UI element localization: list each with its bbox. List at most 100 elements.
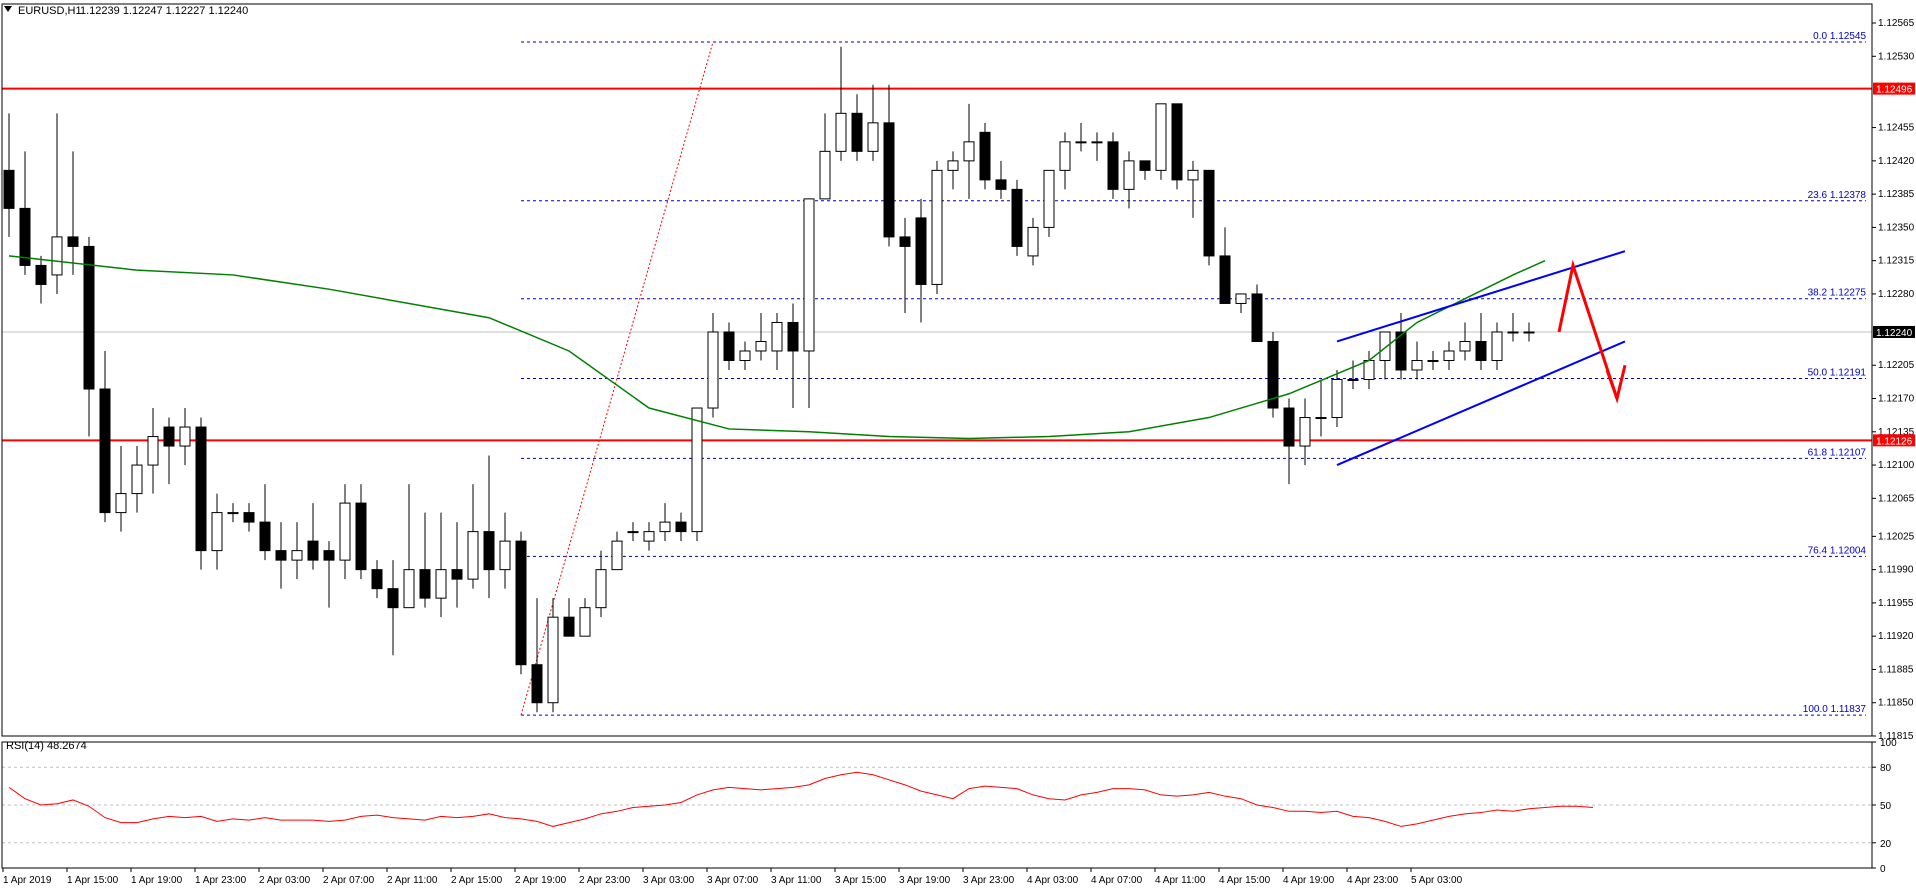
candle (435, 512, 447, 618)
bear-candle-body (307, 540, 319, 561)
bull-candle-body (643, 531, 655, 542)
y-tick-label: 1.11885 (1878, 664, 1914, 675)
candle (1139, 160, 1151, 180)
candle (19, 151, 31, 275)
candle (739, 341, 751, 370)
y-tick-label: 1.12315 (1878, 256, 1915, 267)
bear-candle-body (419, 569, 431, 599)
candle (403, 484, 415, 609)
bull-candle-body (1075, 141, 1087, 144)
x-tick-label: 2 Apr 07:00 (323, 875, 375, 886)
y-tick-label: 1.11990 (1878, 565, 1914, 576)
candle (723, 322, 735, 370)
candle (659, 503, 671, 542)
candle (115, 446, 127, 532)
y-tick-label: 1.12350 (1878, 222, 1915, 233)
bull-candle-body (1363, 359, 1375, 381)
bull-candle-body (547, 616, 559, 704)
bull-candle-body (1059, 141, 1071, 171)
bear-candle-body (723, 331, 735, 361)
y-tick-label: 1.11955 (1878, 598, 1914, 609)
candle (451, 522, 463, 608)
candle (1251, 284, 1263, 342)
arrow-head-icon (1605, 364, 1627, 404)
bull-candle-body (403, 569, 415, 609)
bull-candle-body (931, 169, 943, 285)
y-tick-label: 1.12170 (1878, 394, 1915, 405)
candle (1523, 322, 1535, 342)
bear-candle-body (1107, 141, 1119, 190)
bull-candle-body (1523, 331, 1535, 334)
candle (947, 151, 959, 190)
bear-candle-body (675, 521, 687, 533)
candle (1219, 227, 1231, 304)
symbol-label: EURUSD,H1 (18, 5, 82, 17)
candle (387, 560, 399, 656)
candle (819, 113, 831, 200)
candle (483, 455, 495, 599)
x-tick-label: 4 Apr 03:00 (1027, 875, 1079, 886)
bull-candle-body (339, 502, 351, 561)
bull-candle-body (1347, 379, 1359, 382)
candle (1203, 169, 1215, 266)
bear-candle-body (787, 321, 799, 352)
candle (1427, 350, 1439, 370)
fib-level-label: 0.0 1.12545 (1813, 31, 1866, 42)
bull-candle-body (179, 426, 191, 447)
candle (147, 408, 159, 494)
bear-candle-body (915, 217, 927, 285)
candle (1507, 312, 1519, 342)
rsi-tick-label: 50 (1880, 801, 1892, 812)
bull-candle-body (1235, 293, 1247, 304)
fib-level-label: 38.2 1.12275 (1808, 288, 1867, 299)
bull-candle-body (1155, 103, 1167, 171)
candle (1235, 293, 1247, 313)
candle (931, 160, 943, 294)
candle (1379, 331, 1391, 380)
y-tick-label: 1.12420 (1878, 156, 1915, 167)
y-tick-label: 1.12385 (1878, 189, 1915, 200)
candle (771, 312, 783, 370)
bear-candle-body (1267, 340, 1279, 409)
bull-candle-body (739, 350, 751, 361)
bull-candle-body (115, 493, 127, 514)
dropdown-triangle-icon[interactable] (4, 6, 12, 12)
bear-candle-body (387, 588, 399, 609)
candle (1475, 312, 1487, 370)
bull-candle-body (499, 540, 511, 571)
main-panel-frame (1, 3, 1873, 737)
y-tick-label: 1.12135 (1878, 427, 1915, 438)
resistance-price-tag (1873, 82, 1915, 95)
bull-candle-body (1315, 417, 1327, 420)
bear-candle-body (483, 531, 495, 571)
bear-candle-body (1011, 188, 1023, 247)
bear-candle-body (3, 169, 15, 209)
x-tick-label: 2 Apr 15:00 (451, 875, 503, 886)
bear-candle-body (1395, 331, 1407, 371)
bull-candle-body (755, 340, 767, 352)
bear-candle-body (979, 131, 991, 181)
x-tick-label: 5 Apr 03:00 (1411, 875, 1463, 886)
bull-candle-body (467, 531, 479, 580)
candle (1011, 179, 1023, 256)
candle (835, 46, 847, 161)
x-tick-label: 1 Apr 2019 (3, 875, 52, 886)
bull-candle-body (1379, 331, 1391, 361)
y-tick-label: 1.11850 (1878, 698, 1914, 709)
bull-candle-body (579, 607, 591, 637)
candle (1059, 132, 1071, 190)
candle (323, 541, 335, 608)
bull-candle-body (1123, 160, 1135, 190)
rsi-label: RSI(14) 48.2674 (6, 740, 87, 752)
candle (675, 512, 687, 542)
bear-candle-body (243, 512, 255, 523)
bull-candle-body (691, 407, 703, 533)
bear-candle-body (371, 569, 383, 590)
bear-candle-body (275, 550, 287, 561)
fib-level-label: 23.6 1.12378 (1808, 190, 1867, 201)
candle (995, 160, 1007, 199)
bear-candle-body (323, 550, 335, 561)
candle (1091, 132, 1103, 161)
bear-candle-body (35, 264, 47, 285)
